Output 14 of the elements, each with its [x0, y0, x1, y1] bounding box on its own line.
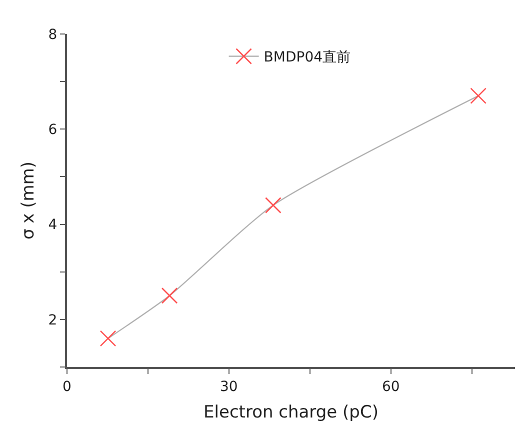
point [161, 287, 178, 304]
point [100, 330, 116, 347]
x-axis-title: Electron charge (pC) [204, 402, 378, 423]
y-tick-label: 2 [48, 312, 58, 328]
x-tick-label: 0 [62, 378, 72, 395]
legend-label: BMDP04直前 [264, 50, 351, 66]
x-tick-label: 60 [382, 378, 400, 395]
y-tick-label: 4 [48, 217, 58, 234]
x-tick-label: 30 [220, 378, 238, 395]
y-tick-label: 8 [48, 26, 58, 43]
point [470, 88, 486, 104]
point [265, 197, 282, 214]
y-tick-label: 6 [48, 122, 58, 138]
y-axis-title: σ x (mm) [18, 161, 38, 240]
